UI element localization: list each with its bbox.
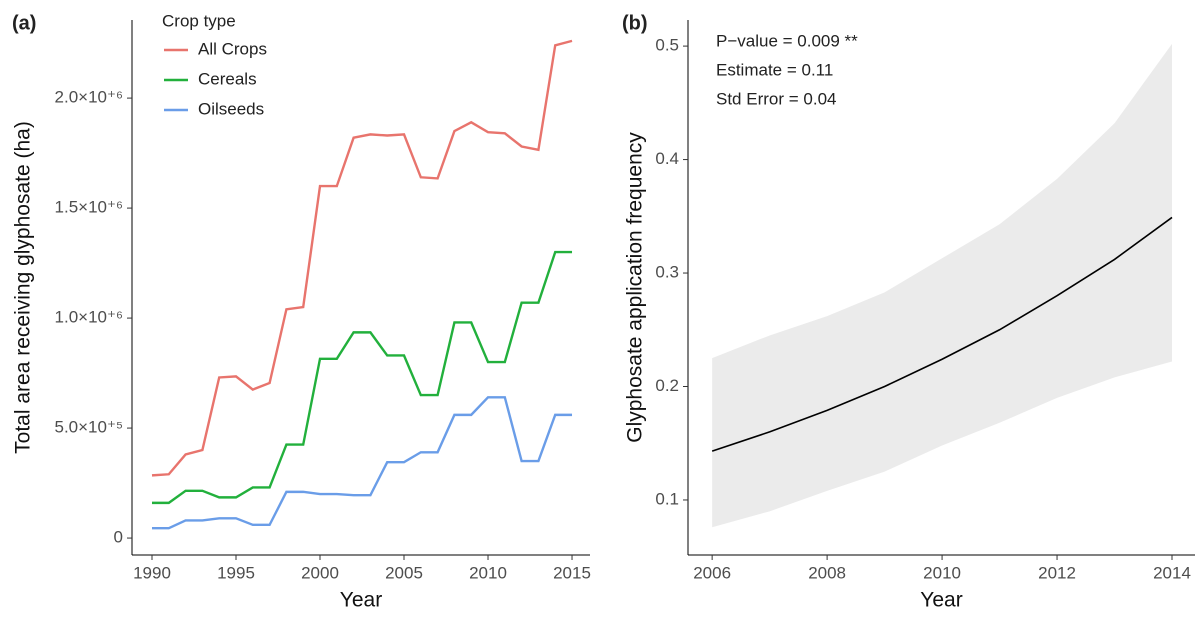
y-axis-title: Total area receiving glyphosate (ha): [12, 121, 35, 454]
x-tick-label: 2005: [385, 563, 423, 582]
y-tick-label: 0: [114, 528, 123, 547]
x-tick-label: 2000: [301, 563, 339, 582]
y-tick-label: 1.0×10⁺⁶: [55, 308, 123, 327]
x-tick-label: 2015: [553, 563, 591, 582]
legend-title: Crop type: [162, 11, 236, 30]
x-axis-title: Year: [920, 589, 962, 612]
x-tick-label: 2014: [1153, 563, 1191, 582]
panel-label: (b): [622, 12, 648, 34]
y-tick-label: 2.0×10⁺⁶: [55, 88, 123, 107]
y-tick-label: 0.3: [655, 263, 679, 282]
legend-label: Cereals: [198, 69, 257, 88]
fit-line: [711, 216, 1173, 452]
legend-label: All Crops: [198, 39, 267, 58]
annotation: P−value = 0.009 **: [716, 31, 858, 50]
x-axis-title: Year: [340, 589, 382, 612]
annotation: Estimate = 0.11: [716, 60, 833, 79]
x-tick-label: 2008: [808, 563, 846, 582]
y-tick-label: 0.5: [655, 36, 679, 55]
y-axis-title: Glyphosate application frequency: [624, 132, 647, 443]
x-tick-label: 1995: [217, 563, 255, 582]
annotation: Std Error = 0.04: [716, 89, 836, 108]
series-line: [151, 250, 573, 505]
x-tick-label: 2012: [1038, 563, 1076, 582]
x-tick-label: 2010: [923, 563, 961, 582]
x-tick-label: 2010: [469, 563, 507, 582]
series-line: [151, 396, 573, 530]
y-tick-label: 5.0×10⁺⁵: [55, 418, 124, 437]
panel-label: (a): [12, 12, 36, 34]
y-tick-label: 0.2: [655, 376, 679, 395]
legend-label: Oilseeds: [198, 99, 264, 118]
confidence-band: [712, 43, 1173, 528]
series-line: [151, 39, 573, 477]
y-tick-label: 0.4: [655, 149, 679, 168]
x-tick-label: 2006: [693, 563, 731, 582]
y-tick-label: 1.5×10⁺⁶: [55, 198, 123, 217]
x-tick-label: 1990: [133, 563, 171, 582]
y-tick-label: 0.1: [655, 489, 679, 508]
